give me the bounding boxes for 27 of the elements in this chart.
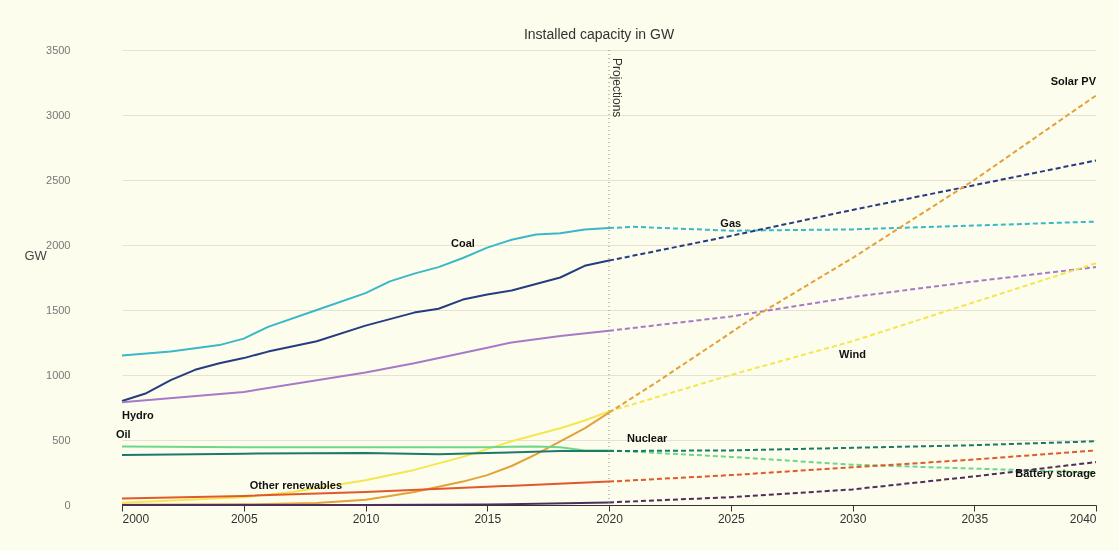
x-tick-label: 2020: [596, 511, 624, 526]
y-tick-label: 0: [64, 498, 71, 511]
series-label: Solar PV: [1050, 74, 1097, 87]
x-tick-label: 2000: [122, 511, 150, 526]
y-tick-label: 3000: [46, 108, 71, 121]
x-tick-label: 2010: [352, 511, 380, 526]
chart-title: Installed capacity in GW: [523, 26, 675, 42]
series-label: Nuclear: [627, 432, 669, 445]
y-tick-label: 2000: [46, 238, 71, 251]
ref-line-label: Projections: [610, 58, 624, 118]
y-tick-label: 500: [52, 433, 71, 446]
y-tick-label: 2500: [46, 173, 71, 186]
series-label: Wind: [839, 348, 866, 361]
y-tick-label: 3500: [46, 43, 71, 56]
x-tick-label: 2040: [1069, 511, 1097, 526]
x-tick-label: 2030: [839, 511, 867, 526]
x-tick-label: 2025: [717, 511, 745, 526]
series-label: Other renewables: [249, 478, 343, 491]
series-label: Oil: [116, 427, 131, 440]
x-tick-label: 2015: [474, 511, 502, 526]
series-label: Hydro: [122, 409, 155, 422]
series-label: Coal: [450, 237, 475, 249]
series-label: Gas: [720, 216, 742, 229]
x-tick-label: 2035: [961, 511, 989, 526]
x-tick-label: 2005: [230, 511, 258, 526]
y-tick-label: 1000: [46, 368, 71, 381]
y-tick-label: 1500: [46, 303, 71, 316]
